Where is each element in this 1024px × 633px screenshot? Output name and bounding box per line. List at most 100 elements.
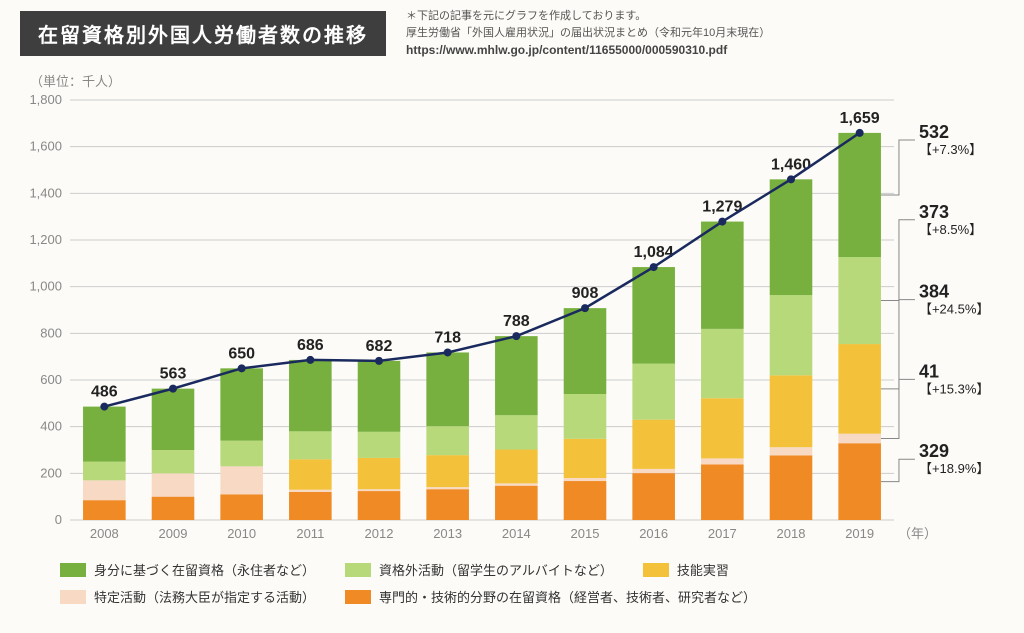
total-marker [718, 218, 726, 226]
svg-text:1,600: 1,600 [29, 139, 62, 154]
callout-pct: 【+18.9%】 [919, 461, 989, 476]
source-note-1: ＊下記の記事を元にグラフを作成しております。 [406, 8, 770, 25]
svg-text:1,800: 1,800 [29, 92, 62, 107]
bar-segment-technical [358, 458, 401, 489]
bar-segment-specified [152, 473, 195, 496]
bar-segment-technical [770, 375, 813, 447]
bar-segment-status [770, 179, 813, 295]
total-marker [444, 348, 452, 356]
x-tick-label: 2011 [296, 526, 324, 541]
svg-text:1,000: 1,000 [29, 279, 62, 294]
svg-text:400: 400 [40, 419, 62, 434]
bar-total-label: 718 [434, 329, 461, 346]
bar-total-label: 563 [160, 366, 187, 383]
bar-segment-professional [289, 492, 332, 520]
bar-segment-professional [770, 455, 813, 520]
bar-segment-status [426, 352, 469, 426]
bar-segment-specified [632, 469, 675, 473]
callout-leader [881, 140, 915, 195]
bar-segment-outside [358, 432, 401, 458]
bar-segment-outside [220, 441, 263, 467]
bar-segment-specified [358, 489, 401, 491]
bar-total-label: 650 [228, 345, 255, 362]
callout-leader [881, 459, 915, 481]
callout-value: 373 [919, 202, 949, 222]
svg-text:1,200: 1,200 [29, 232, 62, 247]
x-tick-label: 2013 [433, 526, 462, 541]
bar-segment-professional [220, 494, 263, 520]
source-block: ＊下記の記事を元にグラフを作成しております。 厚生労働省「外国人雇用状況」の届出… [406, 8, 770, 59]
x-tick-label: 2012 [365, 526, 394, 541]
bar-segment-outside [426, 426, 469, 455]
bar-segment-specified [838, 434, 881, 444]
bar-total-label: 1,659 [840, 110, 880, 127]
bar-segment-status [289, 360, 332, 431]
callout-value: 41 [919, 361, 939, 381]
unit-label: （単位：千人） [0, 71, 1024, 90]
bar-segment-professional [701, 464, 744, 520]
bar-segment-status [495, 336, 538, 415]
legend-swatch [345, 563, 371, 577]
legend-swatch [60, 590, 86, 604]
legend-label: 技能実習 [677, 560, 729, 579]
svg-text:800: 800 [40, 325, 62, 340]
page-title: 在留資格別外国人労働者数の推移 [20, 11, 386, 56]
source-url: https://www.mhlw.go.jp/content/11655000/… [406, 41, 770, 59]
total-marker [100, 403, 108, 411]
bar-segment-technical [426, 455, 469, 487]
bar-segment-specified [426, 487, 469, 489]
callout-pct: 【+8.5%】 [919, 222, 982, 237]
total-marker [306, 356, 314, 364]
x-tick-label: 2009 [159, 526, 188, 541]
bar-segment-specified [289, 490, 332, 492]
bar-segment-outside [838, 257, 881, 344]
bar-segment-outside [770, 295, 813, 375]
bar-segment-professional [632, 473, 675, 520]
total-marker [238, 364, 246, 372]
bar-segment-status [564, 308, 607, 394]
legend-swatch [60, 563, 86, 577]
legend-label: 専門的・技術的分野の在留資格（経営者、技術者、研究者など） [379, 587, 756, 606]
bar-segment-specified [564, 478, 607, 481]
bar-segment-outside [83, 462, 126, 481]
bar-segment-specified [701, 458, 744, 464]
bar-segment-status [220, 368, 263, 440]
x-tick-label: 2019 [845, 526, 874, 541]
x-tick-label: 2010 [227, 526, 256, 541]
bar-segment-outside [495, 415, 538, 449]
callout-value: 384 [919, 282, 949, 302]
legend-label: 身分に基づく在留資格（永住者など） [94, 560, 315, 579]
legend-item-status: 身分に基づく在留資格（永住者など） [60, 560, 315, 579]
bar-segment-status [701, 222, 744, 329]
bar-total-label: 686 [297, 337, 324, 354]
x-tick-label: 2008 [90, 526, 119, 541]
bar-segment-professional [838, 443, 881, 520]
bar-segment-technical [632, 420, 675, 469]
total-marker [375, 357, 383, 365]
callout-pct: 【+15.3%】 [919, 381, 989, 396]
legend-item-specified: 特定活動（法務大臣が指定する活動） [60, 587, 315, 606]
legend: 身分に基づく在留資格（永住者など） 資格外活動（留学生のアルバイトなど） 技能実習特… [0, 550, 1024, 606]
bar-segment-status [838, 133, 881, 257]
callout-leader [881, 220, 915, 301]
svg-text:1,400: 1,400 [29, 185, 62, 200]
header: 在留資格別外国人労働者数の推移 ＊下記の記事を元にグラフを作成しております。 厚… [0, 0, 1024, 71]
bar-total-label: 908 [572, 285, 599, 302]
bar-segment-status [632, 267, 675, 364]
bar-segment-outside [632, 364, 675, 420]
bar-segment-status [358, 361, 401, 432]
bar-segment-technical [701, 398, 744, 458]
bar-segment-professional [495, 486, 538, 520]
bar-segment-technical [564, 439, 607, 478]
svg-text:0: 0 [55, 512, 62, 527]
legend-item-technical: 技能実習 [643, 560, 729, 579]
legend-label: 資格外活動（留学生のアルバイトなど） [379, 560, 613, 579]
bar-total-label: 682 [366, 338, 393, 355]
legend-swatch [643, 563, 669, 577]
callout-pct: 【+7.3%】 [919, 142, 982, 157]
bar-segment-professional [152, 497, 195, 520]
bar-segment-status [152, 389, 195, 450]
callout-leader [881, 379, 915, 438]
legend-label: 特定活動（法務大臣が指定する活動） [94, 587, 315, 606]
callout-pct: 【+24.5%】 [919, 302, 989, 317]
